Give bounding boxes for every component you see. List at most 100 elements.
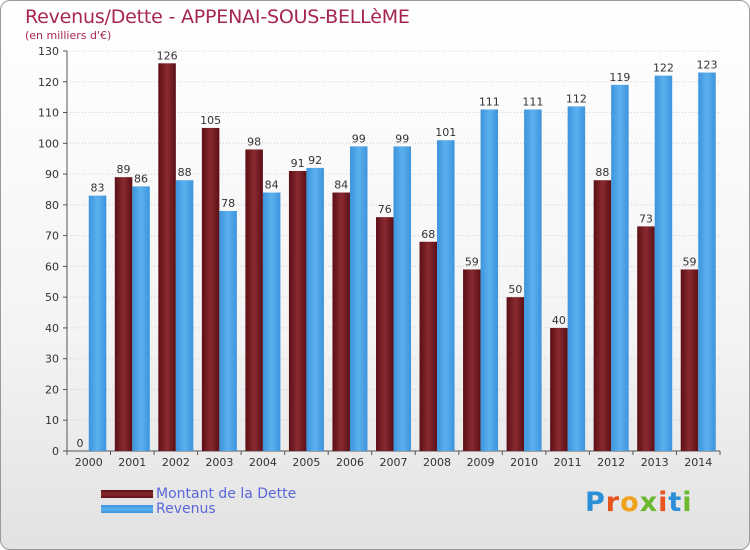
x-tick-label: 2010 <box>510 456 538 469</box>
data-label: 112 <box>566 92 587 105</box>
logo-letter: i <box>658 487 669 518</box>
data-label: 88 <box>178 166 192 179</box>
bar-revenus <box>88 195 107 451</box>
bar-revenus <box>219 211 237 451</box>
y-tick-label: 70 <box>45 230 59 243</box>
data-label: 78 <box>221 197 235 210</box>
data-label: 59 <box>682 255 696 268</box>
data-label: 84 <box>265 179 279 192</box>
x-tick-label: 2007 <box>380 456 408 469</box>
x-tick-label: 2005 <box>292 456 320 469</box>
bar-dette <box>114 177 133 451</box>
bar-revenus <box>480 109 499 451</box>
x-tick-label: 2013 <box>641 456 669 469</box>
data-label: 111 <box>522 95 543 108</box>
proxiti-logo: Proxiti <box>585 487 693 518</box>
data-label: 89 <box>117 163 131 176</box>
data-label: 83 <box>91 182 105 195</box>
y-tick-label: 10 <box>45 414 59 427</box>
data-label: 92 <box>308 154 322 167</box>
logo-letter: o <box>620 487 640 518</box>
y-tick-label: 40 <box>45 322 59 335</box>
data-label: 59 <box>465 255 479 268</box>
data-label: 40 <box>552 314 566 327</box>
data-label: 73 <box>639 212 653 225</box>
data-label: 68 <box>421 228 435 241</box>
data-label: 126 <box>157 49 178 62</box>
y-tick-label: 130 <box>38 45 59 58</box>
x-tick-label: 2003 <box>205 456 233 469</box>
bar-revenus <box>393 146 411 451</box>
data-label: 88 <box>595 166 609 179</box>
y-tick-label: 50 <box>45 291 59 304</box>
bar-dette <box>506 297 525 451</box>
x-tick-label: 2011 <box>554 456 582 469</box>
x-tick-label: 2012 <box>597 456 625 469</box>
bar-dette <box>288 171 307 451</box>
x-tick-label: 2008 <box>423 456 451 469</box>
y-tick-label: 100 <box>38 137 59 150</box>
bar-revenus <box>611 84 629 451</box>
x-tick-label: 2014 <box>684 456 712 469</box>
bar-dette <box>593 180 612 451</box>
y-tick-label: 80 <box>45 199 59 212</box>
data-label: 105 <box>200 114 221 127</box>
data-label: 76 <box>378 203 392 216</box>
data-label: 99 <box>352 132 366 145</box>
data-label: 86 <box>134 172 148 185</box>
logo-letter: r <box>605 487 621 518</box>
logo-letter: P <box>585 487 606 518</box>
bar-dette <box>376 217 394 451</box>
data-label: 111 <box>479 95 500 108</box>
data-label: 99 <box>395 132 409 145</box>
data-label: 0 <box>77 437 84 450</box>
bar-dette <box>550 327 568 451</box>
bar-revenus <box>306 167 324 451</box>
data-label: 50 <box>508 283 522 296</box>
data-label: 91 <box>291 157 305 170</box>
y-tick-label: 90 <box>45 168 59 181</box>
x-tick-label: 2006 <box>336 456 364 469</box>
bar-dette <box>201 127 220 451</box>
bar-revenus <box>524 109 542 451</box>
legend-swatch-revenus <box>101 505 153 513</box>
bar-dette <box>245 149 263 451</box>
bar-revenus <box>262 192 281 452</box>
data-label: 122 <box>653 62 674 75</box>
logo-letter: t <box>668 487 683 518</box>
bar-revenus <box>175 180 194 451</box>
bar-revenus <box>654 75 673 451</box>
x-tick-label: 2000 <box>75 456 103 469</box>
bar-dette <box>637 226 655 451</box>
chart-subtitle: (en milliers d'€) <box>25 29 112 42</box>
bar-dette <box>332 192 350 452</box>
x-tick-label: 2009 <box>467 456 495 469</box>
bar-dette <box>419 241 438 451</box>
legend-label-revenus: Revenus <box>156 501 216 517</box>
data-label: 98 <box>247 135 261 148</box>
legend-label-dette: Montant de la Dette <box>156 486 297 502</box>
y-tick-label: 110 <box>38 107 59 120</box>
y-tick-label: 60 <box>45 260 59 273</box>
data-label: 123 <box>696 59 717 72</box>
y-tick-label: 120 <box>38 76 59 89</box>
bar-revenus <box>349 146 368 451</box>
y-tick-label: 20 <box>45 383 59 396</box>
bar-revenus <box>698 72 716 452</box>
data-label: 119 <box>609 71 630 84</box>
bar-revenus <box>567 106 586 451</box>
bar-dette <box>680 269 699 451</box>
bar-revenus <box>132 186 150 451</box>
data-label: 101 <box>435 126 456 139</box>
x-tick-label: 2001 <box>118 456 146 469</box>
y-tick-label: 30 <box>45 353 59 366</box>
legend-swatch-dette <box>101 490 153 498</box>
logo-letter: i <box>682 487 693 518</box>
data-label: 84 <box>334 179 348 192</box>
x-tick-label: 2002 <box>162 456 190 469</box>
bars <box>88 63 716 452</box>
bar-revenus <box>437 140 455 451</box>
